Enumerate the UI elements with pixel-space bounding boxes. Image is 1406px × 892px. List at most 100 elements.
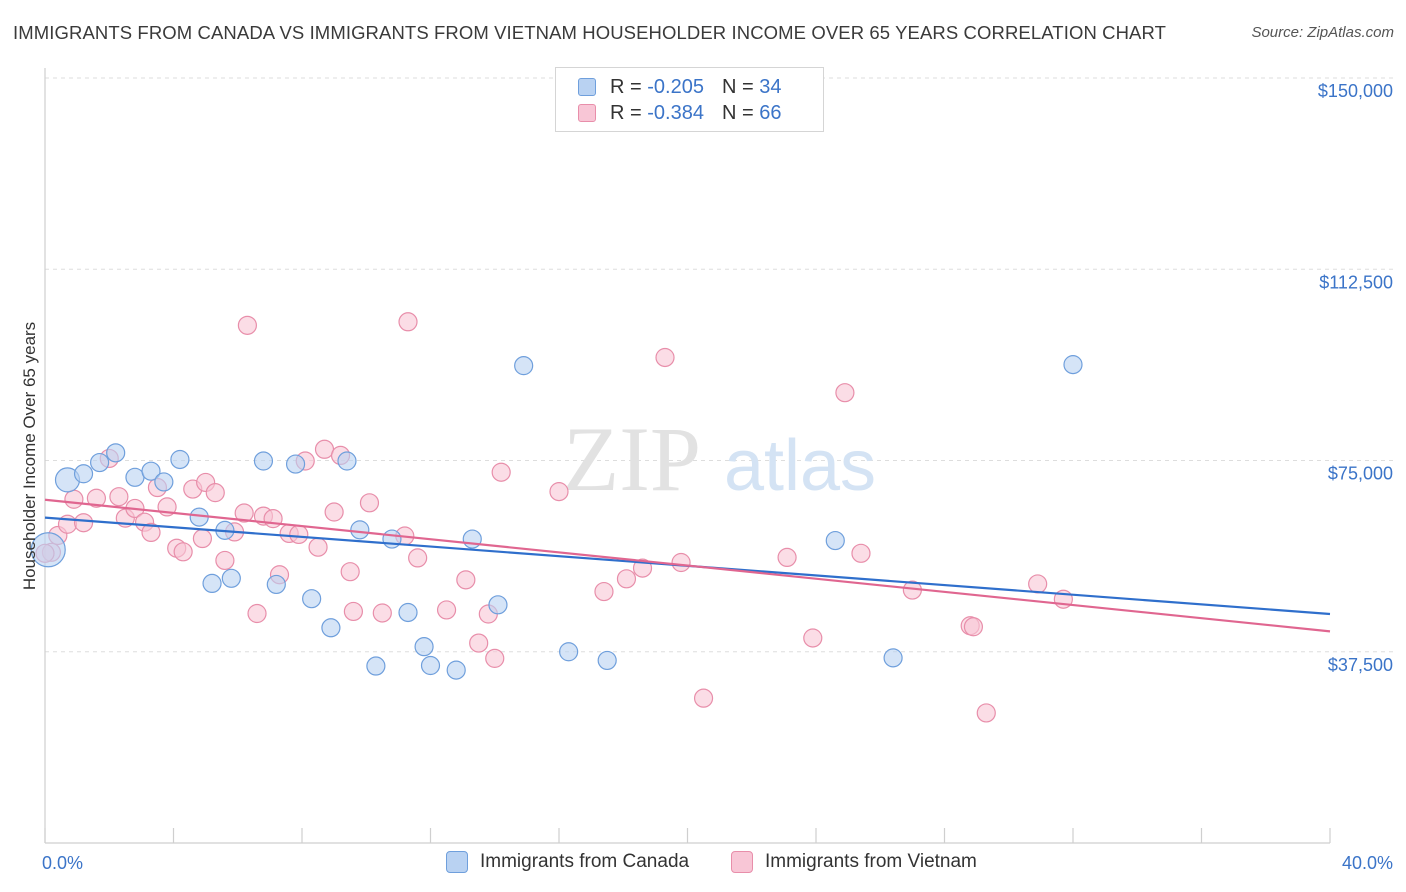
vietnam-point [835, 383, 855, 403]
canada-point [398, 602, 418, 623]
vietnam-point [408, 548, 428, 568]
canada-point [302, 589, 322, 609]
source-credit: Source: ZipAtlas.com [1251, 24, 1394, 41]
vietnam-point [491, 462, 511, 482]
canada-r-value: -0.205 [647, 75, 704, 98]
canada-point [125, 467, 145, 487]
series-legend-vietnam-label: Immigrants from Vietnam [765, 851, 977, 872]
canada-point [90, 452, 110, 473]
series-legend-canada: Immigrants from Canada [446, 851, 689, 873]
canada-swatch [578, 78, 596, 96]
canada-point [321, 618, 341, 638]
correlation-legend: R = -0.205 N = 34 R = -0.384 N = 66 [555, 67, 824, 132]
vietnam-point [485, 648, 505, 668]
y-tick-label: $150,000 [1318, 81, 1393, 101]
canada-point [382, 529, 402, 549]
axes-layer: $37,500 $75,000 $112,500 $150,000 0.0% 40.0% [42, 68, 1393, 873]
vietnam-point [616, 569, 637, 589]
canada-point [30, 532, 66, 568]
vietnam-point [343, 601, 363, 622]
canada-point [514, 356, 534, 376]
vietnam-point [594, 581, 614, 602]
y-axis-title: Householder Income Over 65 years [20, 322, 39, 590]
vietnam-point [803, 628, 823, 648]
canada-point [446, 660, 466, 680]
legend-row-vietnam: R = -0.384 N = 66 [578, 101, 781, 125]
vietnam-point [777, 547, 797, 568]
canada-r-label: R = [610, 75, 642, 98]
vietnam-n-label: N = [721, 101, 754, 124]
vietnam-point [237, 315, 257, 335]
vietnam-n-value: 66 [759, 101, 782, 124]
legend-row-canada: R = -0.205 N = 34 [578, 75, 781, 99]
x-tick-label-min: 0.0% [42, 853, 83, 873]
vietnam-point [549, 482, 569, 502]
vietnam-point [359, 493, 380, 513]
canada-point [266, 574, 286, 595]
vietnam-point [173, 542, 193, 562]
x-tick-label-max: 40.0% [1342, 853, 1393, 873]
vietnam-point [86, 488, 107, 508]
vietnam-point [109, 487, 129, 507]
canada-n-value: 34 [759, 75, 782, 98]
canada-point [285, 454, 306, 474]
canada-point [170, 449, 190, 470]
vietnam-point [398, 312, 418, 332]
vietnam-point [289, 524, 309, 545]
watermark-zip: ZIP [563, 408, 701, 510]
vietnam-point [324, 502, 344, 522]
vietnam-point [314, 439, 335, 459]
vietnam-point [141, 522, 161, 543]
vietnam-point [263, 509, 283, 529]
y-tick-label: $37,500 [1328, 655, 1393, 675]
canada-point [366, 656, 386, 676]
canada-point [597, 650, 617, 671]
canada-point [883, 648, 903, 668]
canada-point [73, 464, 94, 484]
vietnam-point [64, 489, 84, 509]
series-legend-canada-swatch [446, 851, 468, 873]
vietnam-point [1028, 574, 1048, 594]
canada-point [221, 568, 241, 588]
canada-point [1063, 355, 1083, 375]
vietnam-point [234, 503, 254, 523]
points-layer [30, 312, 1083, 723]
vietnam-r-label: R = [610, 101, 642, 124]
canada-point [202, 573, 222, 594]
vietnam-point [340, 562, 360, 582]
vietnam-trend-line [44, 498, 1331, 633]
canada-point [825, 530, 845, 551]
series-legend-canada-label: Immigrants from Canada [480, 851, 690, 872]
chart-title: IMMIGRANTS FROM CANADA VS IMMIGRANTS FRO… [13, 22, 1167, 43]
vietnam-point [247, 603, 267, 624]
grid-layer [45, 77, 1395, 653]
series-legend-vietnam-swatch [731, 851, 753, 873]
vietnam-point [192, 528, 213, 549]
vietnam-point [308, 537, 328, 557]
vietnam-r-value: -0.384 [647, 101, 704, 124]
canada-point [414, 637, 434, 657]
vietnam-point [436, 600, 457, 620]
canada-point [141, 461, 161, 481]
canada-point [253, 451, 274, 471]
canada-point [488, 595, 508, 615]
vietnam-point [655, 347, 675, 368]
vietnam-point [456, 570, 476, 590]
vietnam-point [205, 483, 225, 503]
canada-point [106, 443, 126, 463]
y-tick-label: $112,500 [1319, 272, 1393, 292]
canada-point [420, 655, 441, 676]
series-legend-vietnam: Immigrants from Vietnam [731, 851, 977, 873]
watermark-atlas: atlas [724, 426, 876, 506]
vietnam-point [976, 703, 996, 723]
canada-point [559, 642, 579, 662]
canada-point [337, 451, 357, 471]
vietnam-point [851, 543, 871, 563]
y-tick-label: $75,000 [1328, 464, 1393, 484]
vietnam-point [469, 633, 489, 653]
vietnam-point [215, 550, 235, 571]
vietnam-point [693, 688, 714, 708]
vietnam-point [372, 603, 392, 623]
canada-point [350, 520, 370, 540]
